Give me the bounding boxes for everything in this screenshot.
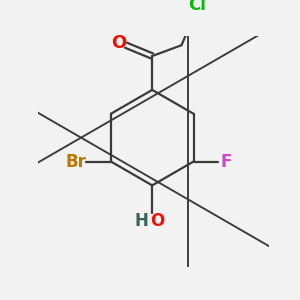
Text: F: F	[220, 152, 232, 170]
Text: O: O	[112, 34, 127, 52]
Text: Br: Br	[65, 152, 86, 170]
Text: O: O	[150, 212, 164, 230]
Text: Cl: Cl	[188, 0, 206, 14]
Text: H: H	[134, 212, 148, 230]
